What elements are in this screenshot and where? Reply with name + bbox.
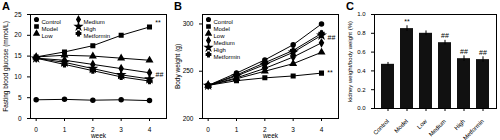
svg-text:##: ## bbox=[479, 49, 487, 56]
svg-text:##: ## bbox=[441, 32, 449, 39]
svg-text:4: 4 bbox=[320, 126, 324, 133]
svg-text:Metformin: Metformin bbox=[84, 33, 111, 39]
svg-text:Medium: Medium bbox=[84, 19, 105, 25]
svg-text:2: 2 bbox=[91, 126, 95, 134]
svg-text:300: 300 bbox=[183, 20, 194, 27]
svg-text:0.2: 0.2 bbox=[357, 87, 366, 93]
svg-text:3: 3 bbox=[291, 126, 295, 133]
svg-text:Model: Model bbox=[214, 26, 230, 32]
svg-text:**: ** bbox=[155, 19, 161, 26]
svg-text:1.0: 1.0 bbox=[357, 11, 366, 17]
svg-text:Metformin: Metformin bbox=[462, 118, 485, 140]
svg-text:Metformin: Metformin bbox=[214, 54, 241, 60]
svg-text:200: 200 bbox=[183, 115, 194, 122]
svg-text:Low: Low bbox=[416, 118, 428, 130]
svg-text:##: ## bbox=[156, 71, 164, 78]
html-text:A: A bbox=[2, 0, 10, 12]
svg-text:2: 2 bbox=[263, 126, 267, 134]
svg-text:Model: Model bbox=[393, 118, 409, 134]
svg-text:**: ** bbox=[327, 69, 333, 76]
svg-text:20: 20 bbox=[14, 31, 22, 38]
svg-text:0.0: 0.0 bbox=[357, 105, 366, 111]
svg-text:##: ## bbox=[460, 48, 468, 55]
svg-text:week: week bbox=[90, 132, 107, 139]
svg-text:15: 15 bbox=[14, 52, 22, 59]
svg-text:1: 1 bbox=[235, 126, 239, 133]
svg-text:0.8: 0.8 bbox=[357, 30, 366, 36]
svg-text:0: 0 bbox=[18, 115, 22, 122]
svg-text:10: 10 bbox=[14, 73, 22, 80]
svg-text:0: 0 bbox=[34, 126, 38, 133]
svg-text:Model: Model bbox=[42, 26, 58, 32]
svg-text:Control: Control bbox=[214, 19, 233, 25]
svg-text:##: ## bbox=[328, 34, 336, 41]
svg-text:Medium: Medium bbox=[428, 118, 447, 137]
svg-text:High: High bbox=[453, 118, 466, 131]
svg-text:3: 3 bbox=[119, 126, 123, 133]
svg-text:0.4: 0.4 bbox=[357, 68, 366, 74]
svg-text:kidney weight/body weight (%): kidney weight/body weight (%) bbox=[347, 21, 353, 102]
html-text:C: C bbox=[346, 0, 354, 12]
svg-text:**: ** bbox=[404, 18, 410, 25]
svg-text:High: High bbox=[84, 26, 96, 32]
svg-text:4: 4 bbox=[148, 126, 152, 133]
svg-text:Medium: Medium bbox=[214, 40, 235, 46]
svg-text:0.6: 0.6 bbox=[357, 49, 366, 55]
svg-text:Low: Low bbox=[214, 33, 226, 39]
svg-text:0: 0 bbox=[206, 126, 210, 133]
svg-text:Low: Low bbox=[42, 33, 54, 39]
html-text:B: B bbox=[174, 0, 182, 12]
svg-text:Control: Control bbox=[42, 19, 61, 25]
svg-text:5: 5 bbox=[18, 94, 22, 101]
svg-text:High: High bbox=[214, 47, 226, 53]
svg-text:250: 250 bbox=[183, 67, 194, 74]
svg-text:Control: Control bbox=[372, 118, 390, 136]
svg-text:25: 25 bbox=[14, 11, 22, 18]
svg-text:Body weight (g): Body weight (g) bbox=[174, 44, 182, 89]
svg-text:week: week bbox=[262, 132, 279, 139]
svg-text:1: 1 bbox=[63, 126, 67, 133]
svg-text:Fasting blood glucose (mmol/L): Fasting blood glucose (mmol/L) bbox=[2, 21, 10, 112]
